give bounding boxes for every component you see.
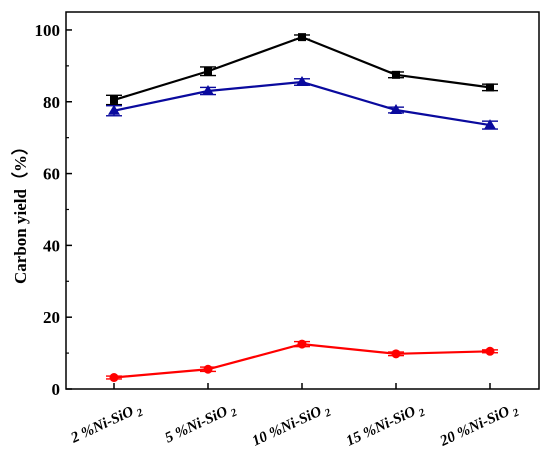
y-tick-label: 40 — [43, 236, 60, 255]
data-point-triangle — [108, 104, 120, 115]
data-point-triangle — [484, 119, 496, 130]
x-tick-label: 10 %Ni-SiO 2 — [250, 400, 334, 452]
x-tick-label-main: 5 %Ni-SiO — [163, 404, 231, 447]
y-tick-label: 60 — [43, 165, 60, 184]
data-point-square — [298, 33, 306, 42]
y-tick-label: 20 — [43, 308, 60, 327]
y-tick-label: 100 — [35, 21, 61, 40]
x-tick-label: 2 %Ni-SiO 2 — [68, 400, 146, 450]
series-square — [106, 33, 498, 106]
data-point-circle — [297, 339, 307, 349]
data-point-square — [486, 83, 494, 92]
x-tick-label: 15 %Ni-SiO 2 — [344, 400, 428, 452]
x-tick-label-main: 20 %Ni-SiO — [437, 404, 512, 451]
data-point-square — [110, 95, 118, 104]
series-layer — [106, 33, 498, 383]
y-axis-title: Carbon yield（%） — [10, 138, 30, 284]
data-point-triangle — [296, 76, 308, 87]
series-circle — [106, 339, 498, 383]
series-triangle — [106, 76, 498, 130]
data-point-square — [204, 67, 212, 76]
x-tick-label: 20 %Ni-SiO 2 — [437, 400, 521, 453]
data-point-circle — [109, 373, 119, 383]
series-line — [113, 80, 491, 127]
y-tick-label: 80 — [43, 93, 60, 112]
series-line — [113, 35, 491, 102]
data-point-triangle — [390, 104, 402, 115]
data-point-circle — [391, 349, 401, 359]
data-point-triangle — [202, 84, 214, 95]
x-tick-label-main: 2 %Ni-SiO — [68, 404, 137, 447]
data-point-square — [392, 70, 400, 79]
data-point-circle — [485, 346, 495, 356]
y-tick-label: 0 — [52, 380, 61, 399]
x-tick-label-main: 10 %Ni-SiO — [250, 404, 325, 450]
axes: 0 20 40 60 80 100 2 %Ni-SiO 2 5 %Ni-SiO 2 10 %Ni… — [35, 11, 540, 453]
x-tick-label-main: 15 %Ni-SiO — [344, 404, 419, 450]
x-tick-label: 5 %Ni-SiO 2 — [163, 400, 240, 449]
plot-frame — [65, 11, 540, 390]
series-line — [113, 343, 491, 379]
data-point-circle — [203, 364, 213, 374]
